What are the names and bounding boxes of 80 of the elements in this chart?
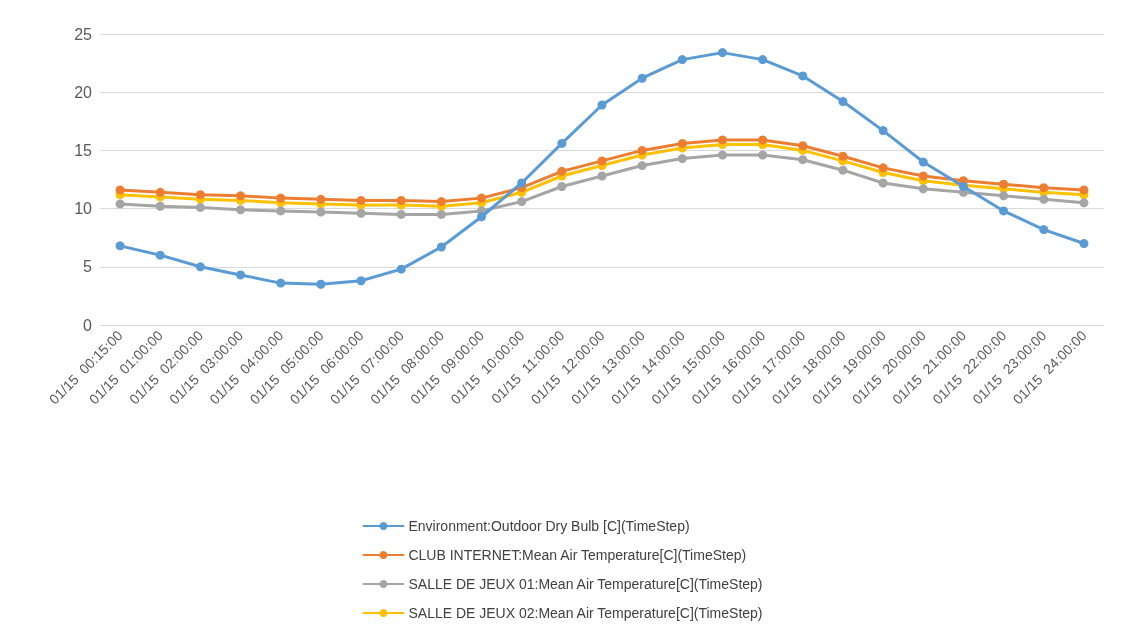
y-tick-label: 20 <box>74 83 93 101</box>
y-tick-label: 25 <box>74 25 93 43</box>
point <box>316 207 326 217</box>
point <box>677 55 687 65</box>
point <box>838 151 848 161</box>
point <box>276 206 286 216</box>
point <box>1039 225 1049 235</box>
point <box>195 190 205 200</box>
point <box>758 55 768 65</box>
point <box>356 276 366 286</box>
point <box>758 150 768 160</box>
point <box>436 209 446 219</box>
point <box>597 171 607 181</box>
point <box>115 199 125 209</box>
y-tick-label: 5 <box>83 258 93 276</box>
legend-label: Environment:Outdoor Dry Bulb [C](TimeStep) <box>408 518 690 534</box>
point <box>637 161 647 171</box>
point <box>798 71 808 81</box>
point <box>396 264 406 274</box>
point <box>717 135 727 145</box>
point <box>798 141 808 151</box>
point <box>276 278 286 288</box>
point <box>517 178 527 188</box>
point <box>115 185 125 195</box>
point <box>557 138 567 148</box>
point <box>236 191 246 201</box>
point <box>155 201 165 211</box>
point <box>115 241 125 251</box>
point <box>637 73 647 83</box>
point <box>477 212 487 222</box>
point <box>195 262 205 272</box>
y-tick-label: 0 <box>83 316 93 334</box>
point <box>597 100 607 110</box>
point <box>918 157 928 167</box>
point <box>1039 183 1049 193</box>
point <box>677 138 687 148</box>
point <box>436 242 446 252</box>
point <box>597 156 607 166</box>
point <box>717 150 727 160</box>
point <box>918 184 928 194</box>
point <box>838 165 848 175</box>
point <box>1079 185 1089 195</box>
point <box>918 171 928 181</box>
point <box>878 163 888 173</box>
point <box>637 145 647 155</box>
point <box>436 197 446 207</box>
point <box>878 178 888 188</box>
legend-label: SALLE DE JEUX 02:Mean Air Temperature[C](TimeStep) <box>408 605 763 621</box>
point <box>477 193 487 203</box>
point <box>236 205 246 215</box>
point <box>1039 194 1049 204</box>
point <box>236 270 246 280</box>
point <box>396 209 406 219</box>
point <box>1079 239 1089 249</box>
point <box>758 135 768 145</box>
point <box>557 181 567 191</box>
point <box>195 202 205 212</box>
point <box>316 279 326 289</box>
y-tick-label: 10 <box>74 200 93 218</box>
point <box>356 208 366 218</box>
legend-label: CLUB INTERNET:Mean Air Temperature[C](TimeStep) <box>408 547 747 563</box>
point <box>999 179 1009 189</box>
y-tick-label: 15 <box>74 141 93 159</box>
point <box>276 193 286 203</box>
point <box>155 187 165 197</box>
point <box>316 194 326 204</box>
point <box>356 195 366 205</box>
point <box>517 197 527 207</box>
point <box>838 97 848 107</box>
point <box>396 195 406 205</box>
point <box>999 206 1009 216</box>
legend-label: SALLE DE JEUX 01:Mean Air Temperature[C](TimeStep) <box>408 576 763 592</box>
point <box>677 154 687 164</box>
point <box>155 250 165 260</box>
point <box>1079 198 1089 208</box>
point <box>798 155 808 165</box>
point <box>557 166 567 176</box>
point <box>717 48 727 58</box>
point <box>878 126 888 136</box>
point <box>999 191 1009 201</box>
